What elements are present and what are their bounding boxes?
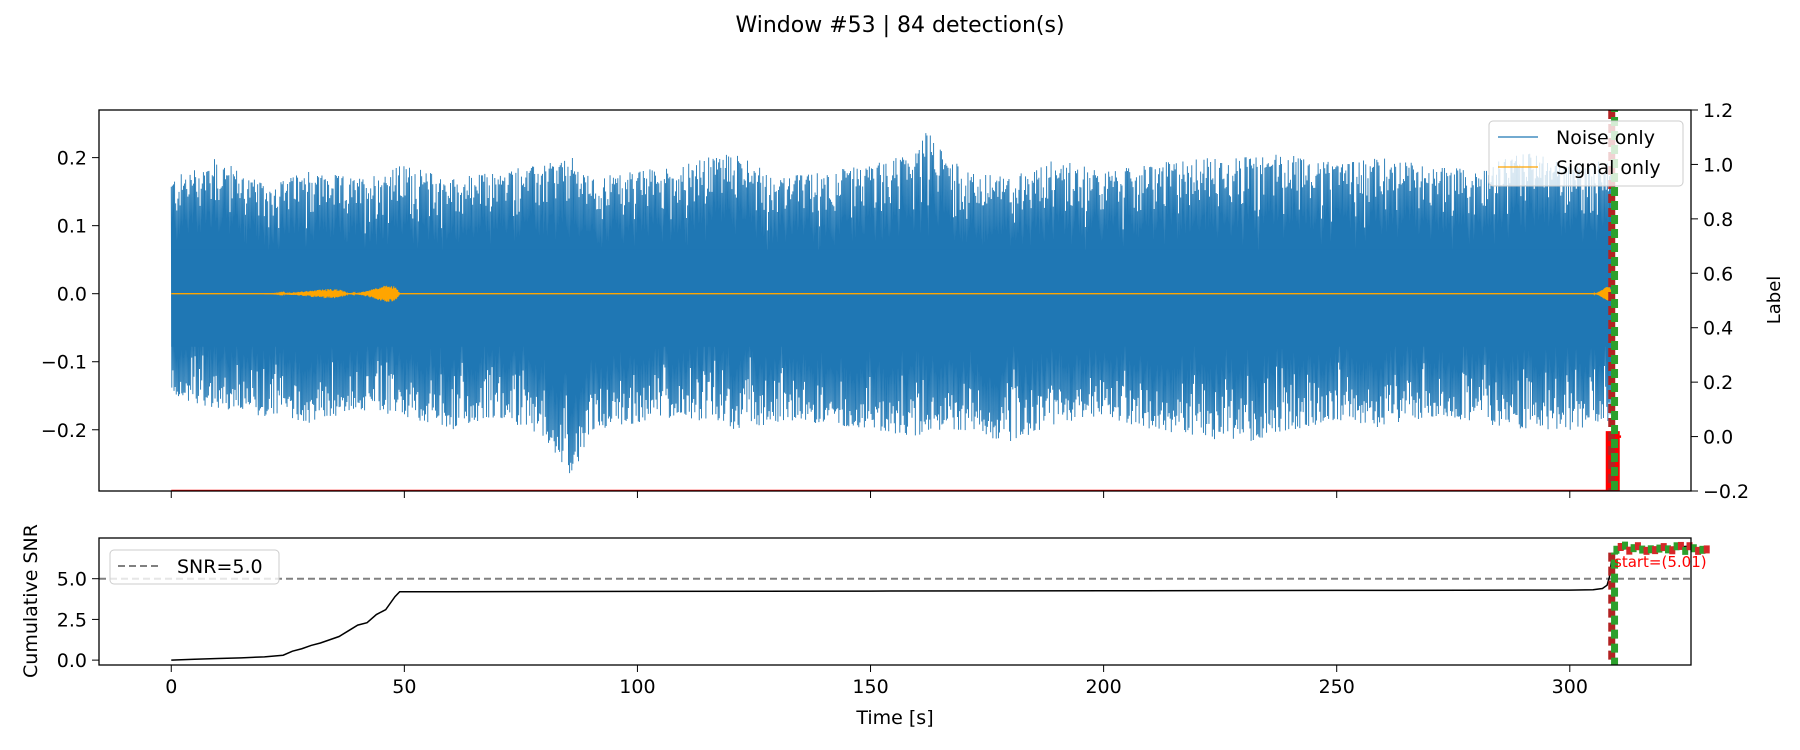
bottom-y-tick-label: 0.0: [57, 650, 87, 672]
detection-marker: [1695, 546, 1702, 555]
top-y2-tick-label: 0.8: [1703, 209, 1733, 231]
top-y2-tick-label: −0.2: [1703, 481, 1749, 503]
top-panel: −0.2 −0.1 0.0 0.1 0.2 −0.2 0.0 0.2 0.4 0.6 0.8 1.0…: [41, 100, 1785, 503]
top-clip-group: [170, 133, 1622, 491]
top-y2-tick-label: 1.2: [1703, 100, 1733, 122]
bottom-panel: 0.0 2.5 5.0 0 50 100 150 200 250 300 Time [s] Cu…: [20, 524, 1710, 729]
legend-label-noise: Noise only: [1556, 127, 1655, 149]
bottom-legend: SNR=5.0: [109, 549, 280, 585]
bottom-clip-group: [99, 545, 1691, 661]
bottom-x-tick-label: 50: [392, 676, 416, 698]
detection-marker: [1643, 546, 1650, 555]
detection-marker: [1699, 545, 1706, 554]
bottom-axes-frame: [98, 537, 1692, 666]
bottom-x-tick-label: 250: [1319, 676, 1355, 698]
detection-marker: [1682, 546, 1689, 555]
bottom-x-tick-label: 200: [1085, 676, 1121, 698]
top-y-tick-label: −0.2: [41, 420, 87, 442]
cumulative-snr-line: [171, 545, 1691, 661]
detection-marker: [1647, 545, 1654, 554]
top-legend: Noise only Signal only: [1488, 120, 1684, 187]
detection-marker: [1652, 546, 1659, 555]
detection-marker: [1673, 542, 1680, 551]
detection-marker: [1626, 546, 1633, 555]
bottom-legend-box: [109, 549, 280, 585]
top-series-layer: [170, 110, 1622, 491]
top-y2-tick-label: 0.4: [1703, 318, 1733, 340]
detection-marker: [1630, 544, 1637, 553]
detection-marker: [1656, 544, 1663, 553]
top-y2-tick-label: 1.0: [1703, 154, 1733, 176]
noise-band-body: [171, 249, 1612, 347]
y2-axis-label: Label: [1764, 276, 1785, 325]
top-y-tick-label: 0.2: [57, 148, 87, 170]
top-y-tick-label: 0.1: [57, 216, 87, 238]
threshold-annotation: start=(5.01): [1614, 553, 1707, 571]
detection-marker: [1690, 544, 1697, 553]
signal-burst-1: [348, 285, 401, 302]
detection-marker: [1686, 542, 1693, 551]
bottom-y-ticks: 0.0 2.5 5.0: [57, 569, 99, 672]
bottom-y-tick-label: 5.0: [57, 569, 87, 591]
detection-marker: [1669, 546, 1676, 555]
bottom-x-tick-label: 0: [165, 676, 177, 698]
signal-burst-0: [264, 289, 349, 299]
legend-label-signal: Signal only: [1556, 157, 1661, 179]
top-y-tick-label: 0.0: [57, 284, 87, 306]
detection-marker: [1613, 545, 1620, 554]
legend-label-threshold: SNR=5.0: [177, 556, 263, 578]
detection-marker: [1634, 542, 1641, 551]
bottom-y-tick-label: 2.5: [57, 609, 87, 631]
bottom-series-layer: [99, 541, 1710, 665]
bottom-x-tick-label: 150: [852, 676, 888, 698]
detection-marker: [1617, 542, 1624, 551]
top-y2-tick-label: 0.2: [1703, 372, 1733, 394]
detection-marker: [1622, 541, 1629, 550]
bottom-x-tick-label: 100: [619, 676, 655, 698]
top-y-ticks: −0.2 −0.1 0.0 0.1 0.2: [41, 148, 99, 442]
top-y2-tick-label: 0.0: [1703, 427, 1733, 449]
x-axis-label: Time [s]: [855, 707, 933, 729]
y-axis-label-bottom: Cumulative SNR: [20, 524, 42, 678]
detection-marker: [1677, 541, 1684, 550]
detection-marker: [1660, 543, 1667, 552]
top-x-ticks: [170, 491, 1571, 498]
bottom-x-ticks: 0 50 100 150 200 250 300: [165, 665, 1588, 698]
label-step-line: [171, 435, 1622, 491]
top-y2-ticks: −0.2 0.0 0.2 0.4 0.6 0.8 1.0 1.2: [1691, 100, 1749, 503]
detection-marker: [1665, 545, 1672, 554]
detection-marker: [1639, 545, 1646, 554]
figure-title: Window #53 | 84 detection(s): [735, 13, 1064, 38]
top-y2-tick-label: 0.6: [1703, 263, 1733, 285]
detection-marker: [1703, 545, 1710, 554]
bottom-x-tick-label: 300: [1552, 676, 1588, 698]
top-y-tick-label: −0.1: [41, 352, 87, 374]
top-axes-frame: [98, 109, 1692, 492]
